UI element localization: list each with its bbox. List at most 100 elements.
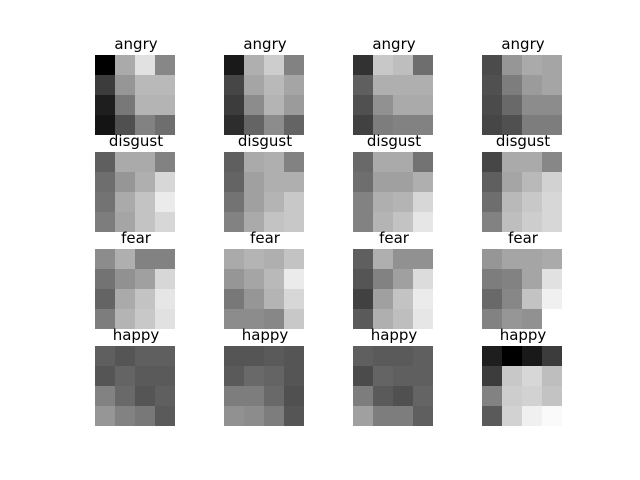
heatmap-cell-r3-c1 (244, 309, 264, 329)
heatmap-cell-r2-c0 (482, 289, 502, 309)
heatmap-cell-r2-c0 (224, 289, 244, 309)
heatmap-cell-r2-c0 (353, 192, 373, 212)
heatmap-cell-r1-c1 (502, 269, 522, 289)
heatmap-cell-r1-c2 (135, 172, 155, 192)
heatmap-cell-r2-c2 (393, 192, 413, 212)
heatmap-cell-r0-c1 (502, 152, 522, 172)
heatmap-grid (353, 249, 433, 329)
heatmap-cell-r1-c3 (284, 172, 304, 192)
heatmap-cell-r0-c2 (135, 152, 155, 172)
heatmap-cell-r1-c0 (353, 75, 373, 95)
heatmap-cell-r1-c1 (115, 269, 135, 289)
heatmap-cell-r3-c2 (135, 406, 155, 426)
heatmap-cell-r0-c1 (115, 55, 135, 75)
heatmap-cell-r3-c3 (542, 406, 562, 426)
heatmap-cell-r0-c2 (135, 55, 155, 75)
heatmap-cell-r3-c3 (284, 406, 304, 426)
heatmap-cell-r0-c0 (95, 152, 115, 172)
heatmap-cell-r3-c2 (522, 212, 542, 232)
heatmap-cell-r2-c3 (155, 386, 175, 406)
heatmap-cell-r3-c2 (135, 115, 155, 135)
heatmap-cell-r0-c1 (244, 55, 264, 75)
heatmap-cell-r0-c3 (284, 152, 304, 172)
heatmap-cell-r2-c2 (264, 289, 284, 309)
heatmap-cell-r2-c0 (95, 192, 115, 212)
heatmap-grid (224, 346, 304, 426)
heatmap-cell-r0-c0 (353, 346, 373, 366)
heatmap-cell-r1-c3 (155, 172, 175, 192)
panel-title: happy (112, 326, 160, 344)
heatmap-cell-r2-c0 (482, 95, 502, 115)
panel-title: angry (501, 35, 545, 53)
heatmap-cell-r0-c3 (542, 346, 562, 366)
heatmap-cell-r3-c2 (264, 115, 284, 135)
heatmap-cell-r2-c1 (115, 289, 135, 309)
heatmap-cell-r0-c3 (413, 152, 433, 172)
heatmap-cell-r3-c1 (502, 212, 522, 232)
heatmap-cell-r3-c0 (482, 406, 502, 426)
heatmap-cell-r0-c3 (542, 55, 562, 75)
heatmap-cell-r1-c2 (393, 172, 413, 192)
heatmap-cell-r3-c0 (95, 115, 115, 135)
heatmap-cell-r0-c3 (284, 249, 304, 269)
heatmap-cell-r2-c0 (353, 386, 373, 406)
heatmap-cell-r3-c1 (244, 212, 264, 232)
heatmap-cell-r0-c3 (155, 55, 175, 75)
heatmap-grid (95, 152, 175, 232)
heatmap-cell-r0-c1 (115, 346, 135, 366)
heatmap-cell-r1-c2 (264, 366, 284, 386)
heatmap-cell-r3-c3 (542, 309, 562, 329)
heatmap-cell-r1-c2 (393, 366, 413, 386)
heatmap-cell-r1-c1 (115, 172, 135, 192)
heatmap-cell-r1-c0 (95, 269, 115, 289)
heatmap-cell-r1-c0 (482, 172, 502, 192)
heatmap-cell-r2-c0 (95, 386, 115, 406)
heatmap-cell-r3-c1 (373, 212, 393, 232)
heatmap-cell-r3-c0 (482, 212, 502, 232)
heatmap-cell-r2-c2 (522, 95, 542, 115)
heatmap-cell-r0-c1 (502, 346, 522, 366)
heatmap-cell-r3-c3 (284, 115, 304, 135)
heatmap-cell-r0-c3 (542, 152, 562, 172)
heatmap-cell-r1-c2 (522, 172, 542, 192)
heatmap-cell-r0-c3 (155, 249, 175, 269)
heatmap-cell-r0-c2 (264, 346, 284, 366)
heatmap-cell-r0-c0 (95, 346, 115, 366)
heatmap-cell-r1-c0 (95, 75, 115, 95)
heatmap-cell-r2-c1 (502, 95, 522, 115)
heatmap-cell-r3-c1 (115, 212, 135, 232)
heatmap-cell-r3-c3 (155, 212, 175, 232)
heatmap-cell-r1-c0 (224, 172, 244, 192)
heatmap-cell-r3-c1 (244, 406, 264, 426)
heatmap-cell-r0-c0 (224, 346, 244, 366)
heatmap-grid (482, 346, 562, 426)
heatmap-cell-r1-c1 (244, 75, 264, 95)
heatmap-cell-r3-c3 (413, 309, 433, 329)
heatmap-cell-r1-c1 (244, 366, 264, 386)
heatmap-cell-r1-c2 (264, 75, 284, 95)
heatmap-cell-r2-c0 (353, 95, 373, 115)
heatmap-cell-r0-c2 (522, 249, 542, 269)
heatmap-cell-r0-c0 (95, 55, 115, 75)
heatmap-cell-r3-c1 (373, 115, 393, 135)
heatmap-cell-r0-c3 (284, 346, 304, 366)
heatmap-cell-r2-c2 (264, 386, 284, 406)
heatmap-cell-r2-c1 (502, 192, 522, 212)
heatmap-cell-r0-c1 (244, 346, 264, 366)
heatmap-cell-r1-c1 (115, 366, 135, 386)
heatmap-cell-r1-c2 (522, 269, 542, 289)
heatmap-cell-r3-c0 (224, 406, 244, 426)
heatmap-cell-r1-c3 (155, 269, 175, 289)
heatmap-cell-r3-c0 (224, 309, 244, 329)
heatmap-cell-r3-c0 (353, 406, 373, 426)
heatmap-cell-r1-c1 (502, 172, 522, 192)
heatmap-cell-r1-c0 (482, 269, 502, 289)
heatmap-cell-r2-c1 (115, 386, 135, 406)
heatmap-cell-r2-c1 (373, 192, 393, 212)
heatmap-cell-r1-c0 (353, 366, 373, 386)
panel-title: angry (372, 35, 416, 53)
heatmap-cell-r2-c1 (502, 289, 522, 309)
heatmap-cell-r3-c3 (284, 309, 304, 329)
heatmap-cell-r2-c3 (284, 95, 304, 115)
